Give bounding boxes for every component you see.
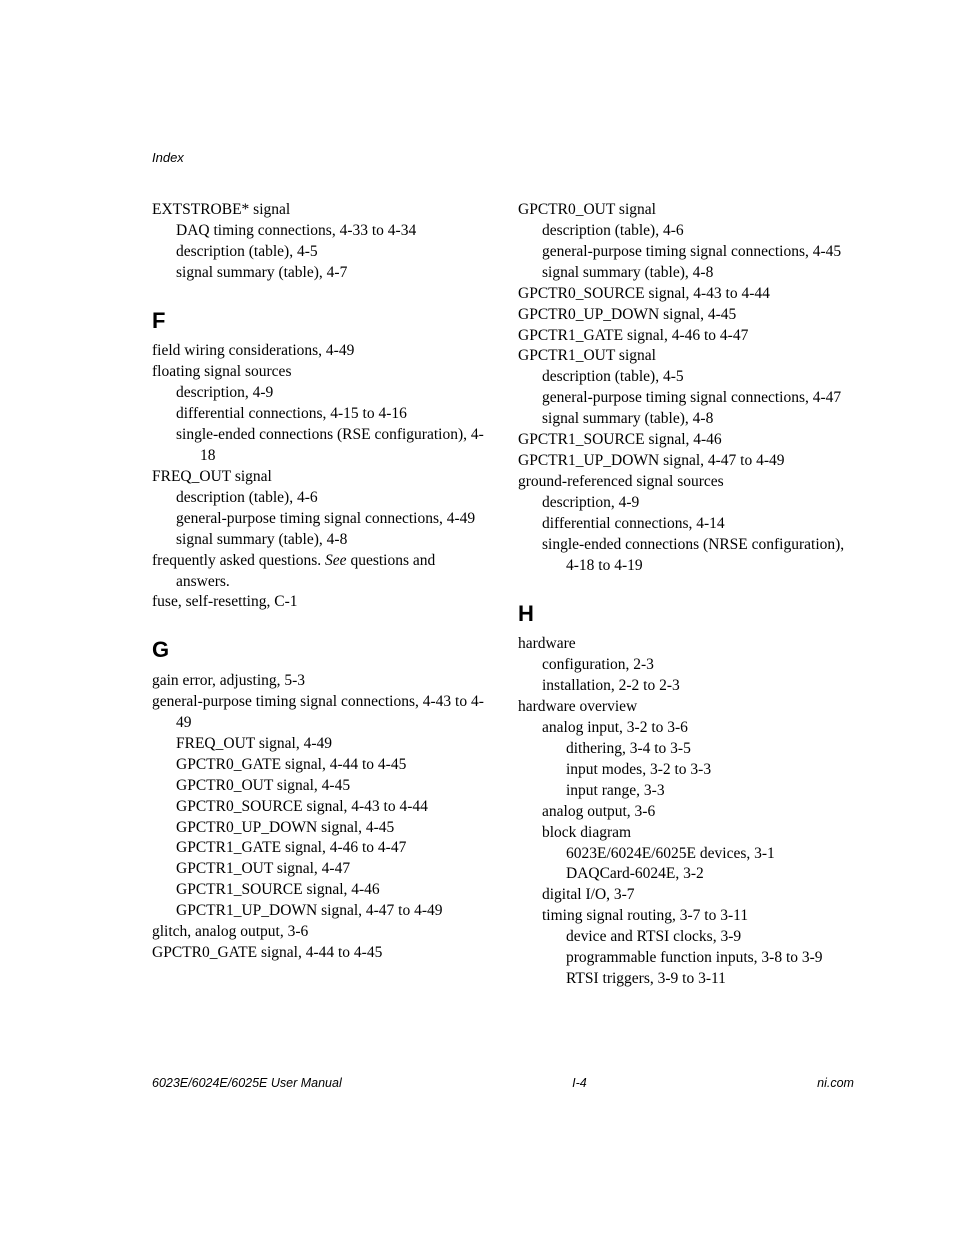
index-entry: differential connections, 4-15 to 4-16	[176, 404, 488, 425]
index-entry: FREQ_OUT signal	[152, 467, 488, 488]
index-entry: GPCTR0_GATE signal, 4-44 to 4-45	[176, 755, 488, 776]
index-page: Index EXTSTROBE* signalDAQ timing connec…	[0, 0, 954, 1235]
index-entry: single-ended connections (RSE configurat…	[176, 425, 488, 467]
index-entry: GPCTR1_UP_DOWN signal, 4-47 to 4-49	[518, 451, 854, 472]
index-entry: GPCTR0_OUT signal	[518, 200, 854, 221]
index-entry: GPCTR1_GATE signal, 4-46 to 4-47	[518, 326, 854, 347]
index-entry: general-purpose timing signal connection…	[176, 509, 488, 530]
index-columns: EXTSTROBE* signalDAQ timing connections,…	[152, 200, 854, 990]
page-header: Index	[152, 150, 184, 165]
index-entry: description (table), 4-6	[176, 488, 488, 509]
index-entry: fuse, self-resetting, C-1	[152, 592, 488, 613]
index-entry: DAQCard-6024E, 3-2	[566, 864, 854, 885]
index-entry: ground-referenced signal sources	[518, 472, 854, 493]
index-entry: FREQ_OUT signal, 4-49	[176, 734, 488, 755]
section-letter: G	[152, 635, 488, 665]
index-entry: differential connections, 4-14	[542, 514, 854, 535]
index-entry: hardware overview	[518, 697, 854, 718]
footer-right: ni.com	[817, 1076, 854, 1090]
index-entry: GPCTR0_UP_DOWN signal, 4-45	[176, 818, 488, 839]
footer-left: 6023E/6024E/6025E User Manual	[152, 1076, 342, 1090]
index-entry: floating signal sources	[152, 362, 488, 383]
index-entry: GPCTR0_OUT signal, 4-45	[176, 776, 488, 797]
index-entry: GPCTR1_SOURCE signal, 4-46	[176, 880, 488, 901]
index-entry: description (table), 4-6	[542, 221, 854, 242]
right-column: GPCTR0_OUT signaldescription (table), 4-…	[518, 200, 854, 990]
index-entry: analog input, 3-2 to 3-6	[542, 718, 854, 739]
index-entry: description (table), 4-5	[176, 242, 488, 263]
index-entry: signal summary (table), 4-8	[542, 409, 854, 430]
index-entry: field wiring considerations, 4-49	[152, 341, 488, 362]
footer-center: I-4	[572, 1076, 587, 1090]
index-entry: EXTSTROBE* signal	[152, 200, 488, 221]
index-entry: general-purpose timing signal connection…	[152, 692, 488, 734]
index-entry: GPCTR1_SOURCE signal, 4-46	[518, 430, 854, 451]
index-entry: signal summary (table), 4-7	[176, 263, 488, 284]
index-entry: timing signal routing, 3-7 to 3-11	[542, 906, 854, 927]
index-entry: gain error, adjusting, 5-3	[152, 671, 488, 692]
index-entry: GPCTR0_SOURCE signal, 4-43 to 4-44	[518, 284, 854, 305]
index-entry: analog output, 3-6	[542, 802, 854, 823]
index-entry: 6023E/6024E/6025E devices, 3-1	[566, 844, 854, 865]
index-entry: general-purpose timing signal connection…	[542, 388, 854, 409]
index-entry: description (table), 4-5	[542, 367, 854, 388]
index-entry: DAQ timing connections, 4-33 to 4-34	[176, 221, 488, 242]
index-entry: frequently asked questions. See question…	[152, 551, 488, 593]
index-entry: GPCTR1_GATE signal, 4-46 to 4-47	[176, 838, 488, 859]
index-entry: GPCTR0_SOURCE signal, 4-43 to 4-44	[176, 797, 488, 818]
index-entry: dithering, 3-4 to 3-5	[566, 739, 854, 760]
left-column: EXTSTROBE* signalDAQ timing connections,…	[152, 200, 488, 990]
index-entry: installation, 2-2 to 2-3	[542, 676, 854, 697]
index-entry: single-ended connections (NRSE configura…	[542, 535, 854, 577]
index-entry: description, 4-9	[176, 383, 488, 404]
index-entry: device and RTSI clocks, 3-9	[566, 927, 854, 948]
index-entry: input range, 3-3	[566, 781, 854, 802]
index-entry: programmable function inputs, 3-8 to 3-9	[566, 948, 854, 969]
section-letter: H	[518, 599, 854, 629]
index-entry: input modes, 3-2 to 3-3	[566, 760, 854, 781]
index-entry: GPCTR1_OUT signal	[518, 346, 854, 367]
index-entry: general-purpose timing signal connection…	[542, 242, 854, 263]
index-entry: signal summary (table), 4-8	[542, 263, 854, 284]
index-entry: GPCTR1_UP_DOWN signal, 4-47 to 4-49	[176, 901, 488, 922]
index-entry: configuration, 2-3	[542, 655, 854, 676]
section-letter: F	[152, 306, 488, 336]
index-entry: block diagram	[542, 823, 854, 844]
index-entry: digital I/O, 3-7	[542, 885, 854, 906]
index-entry: GPCTR0_GATE signal, 4-44 to 4-45	[152, 943, 488, 964]
index-entry: GPCTR0_UP_DOWN signal, 4-45	[518, 305, 854, 326]
index-entry: description, 4-9	[542, 493, 854, 514]
index-entry: glitch, analog output, 3-6	[152, 922, 488, 943]
index-entry: GPCTR1_OUT signal, 4-47	[176, 859, 488, 880]
index-entry: hardware	[518, 634, 854, 655]
index-entry: RTSI triggers, 3-9 to 3-11	[566, 969, 854, 990]
index-entry: signal summary (table), 4-8	[176, 530, 488, 551]
page-footer: 6023E/6024E/6025E User Manual I-4 ni.com	[152, 1076, 854, 1090]
